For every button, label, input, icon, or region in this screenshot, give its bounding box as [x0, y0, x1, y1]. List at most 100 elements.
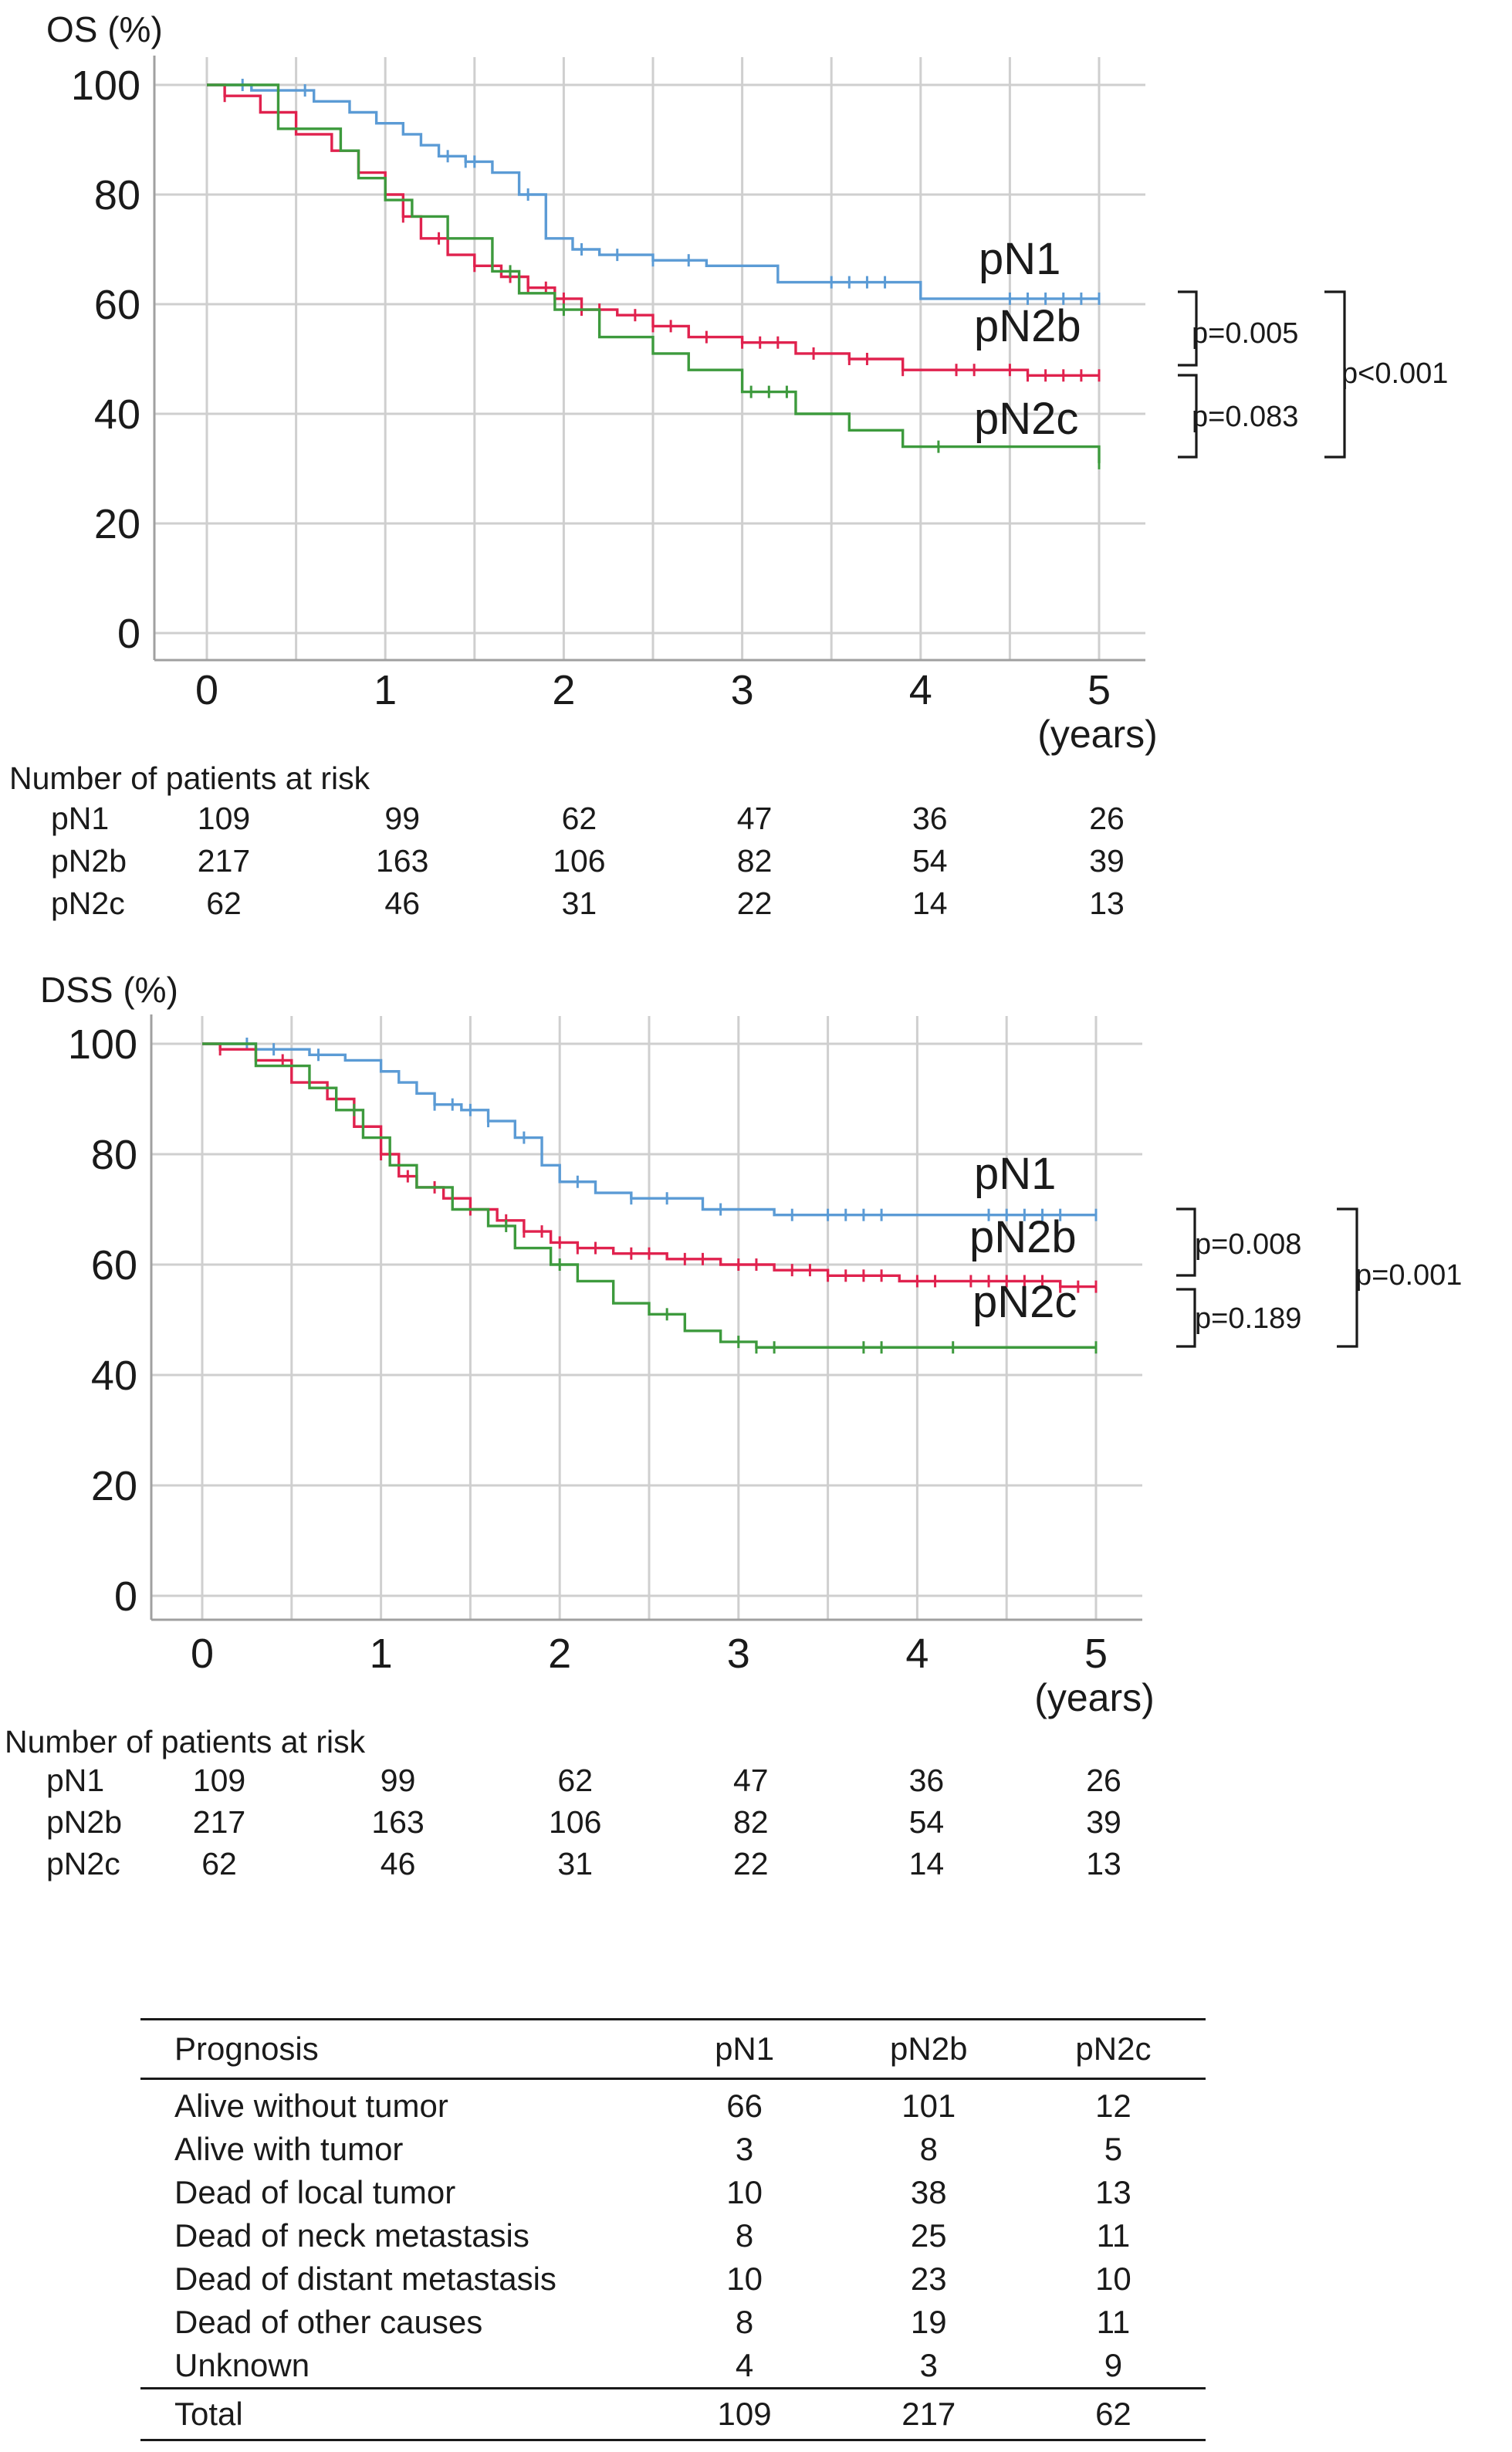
- cell-pn1: 10: [726, 2261, 763, 2297]
- risk-count: 47: [733, 1763, 769, 1798]
- pn1-series: [207, 79, 1101, 305]
- pn2b-header: pN2b: [836, 2018, 1021, 2080]
- risk-count: 82: [737, 843, 773, 879]
- x-tick-label: 5: [1087, 667, 1111, 713]
- total-pn2c: 62: [1020, 2387, 1206, 2441]
- y-tick-label: 100: [71, 63, 140, 109]
- row-label: Dead of distant metastasis: [174, 2261, 556, 2297]
- risk-count: 163: [376, 843, 428, 879]
- cell-pn1: 8: [735, 2217, 754, 2254]
- dss-grid: [151, 1016, 1142, 1620]
- pn1-curve-label: pN1: [979, 234, 1060, 284]
- row-label: Dead of neck metastasis: [174, 2217, 529, 2254]
- table-row: Dead of distant metastasis 10 23 10: [140, 2257, 1206, 2301]
- p-value-label: p=0.083: [1192, 401, 1298, 433]
- row-label: Dead of local tumor: [174, 2174, 456, 2210]
- x-tick-label: 0: [191, 1631, 214, 1677]
- pn2c-header: pN2c: [1020, 2018, 1206, 2080]
- cell-pn2b: 3: [919, 2347, 938, 2383]
- chart-title: DSS (%): [40, 970, 178, 1010]
- risk-count: 22: [733, 1846, 769, 1881]
- pn1-survival-curve: [202, 1042, 1096, 1217]
- y-tick-label: 80: [94, 172, 140, 218]
- pn1-series: [202, 1038, 1098, 1221]
- x-axis-unit: (years): [1037, 713, 1158, 756]
- risk-count: 47: [737, 801, 773, 836]
- risk-count: 109: [193, 1763, 245, 1798]
- cell-pn1: 10: [726, 2174, 763, 2210]
- cell-pn2b: 8: [919, 2131, 938, 2167]
- pn2c-curve-label: pN2c: [974, 394, 1078, 444]
- pn2c-curve-label: pN2c: [972, 1277, 1077, 1327]
- total-pn2b: 217: [836, 2387, 1021, 2441]
- cell-pn2c: 9: [1104, 2347, 1123, 2383]
- risk-count: 106: [553, 843, 605, 879]
- x-tick-label: 1: [370, 1631, 393, 1677]
- risk-count: 62: [201, 1846, 237, 1881]
- pn2c-survival-curve: [207, 83, 1101, 463]
- cell-pn2c: 10: [1095, 2261, 1131, 2297]
- risk-group-label: pN1: [51, 801, 109, 836]
- risk-group-label: pN2c: [51, 886, 125, 921]
- risk-count: 109: [198, 801, 250, 836]
- cell-pn2b: 25: [910, 2217, 947, 2254]
- dss-chart: 100 80 60 40 20 0 0 1 2 3 4 5(years) DSS (%) pN1 pN2b p…: [5, 970, 1462, 1881]
- os-pvalue-brackets: p=0.005 p=0.083 p<0.001: [1178, 290, 1448, 459]
- risk-count: 82: [733, 1804, 769, 1840]
- risk-count: 54: [909, 1804, 945, 1840]
- cell-pn1: 3: [735, 2131, 754, 2167]
- risk-count: 36: [909, 1763, 945, 1798]
- cell-pn1: 4: [735, 2347, 754, 2383]
- risk-count: 62: [562, 801, 597, 836]
- os-chart: 100 80 60 40 20 0 0 1 2 3 4 5(years) OS (%) pN1 pN2b pN…: [9, 9, 1448, 921]
- row-label: Alive with tumor: [174, 2131, 404, 2167]
- x-tick-label: 3: [731, 667, 754, 713]
- cell-pn2b: 23: [910, 2261, 947, 2297]
- p-value-label: p=0.008: [1195, 1228, 1301, 1261]
- y-tick-label: 0: [117, 611, 140, 657]
- risk-table-title: Number of patients at risk: [5, 1724, 366, 1759]
- cell-pn1: 66: [726, 2088, 763, 2124]
- y-tick-label: 0: [114, 1573, 137, 1620]
- risk-count: 46: [381, 1846, 416, 1881]
- x-axis-unit: (years): [1034, 1676, 1155, 1719]
- risk-count: 62: [206, 886, 242, 921]
- risk-count: 13: [1086, 1846, 1121, 1881]
- pn1-survival-curve: [207, 83, 1099, 300]
- risk-count: 62: [557, 1763, 593, 1798]
- total-label: Total: [140, 2387, 653, 2441]
- bracket-pn1-pn2c: [1337, 1207, 1358, 1348]
- bracket-pn1-pn2b: [1178, 290, 1198, 367]
- y-tick-label: 80: [91, 1132, 137, 1178]
- cell-pn2b: 19: [910, 2304, 947, 2340]
- y-tick-label: 100: [68, 1021, 137, 1068]
- table-row: Alive without tumor 66 101 12: [140, 2079, 1206, 2129]
- prognosis-table: Prognosis pN1 pN2b pN2c Alive without tu…: [140, 2018, 1206, 2441]
- bracket-pn2b-pn2c: [1176, 1288, 1196, 1348]
- row-label: Alive without tumor: [174, 2088, 448, 2124]
- bracket-pn2b-pn2c: [1178, 374, 1198, 459]
- risk-count: 36: [912, 801, 948, 836]
- risk-count: 99: [381, 1763, 416, 1798]
- risk-group-label: pN1: [46, 1763, 104, 1798]
- bracket-pn1-pn2c: [1324, 290, 1346, 459]
- cell-pn1: 8: [735, 2304, 754, 2340]
- dss-risk-table: Number of patients at risk pN1 109 99 62 47 36…: [5, 1724, 1121, 1881]
- y-tick-label: 60: [94, 282, 140, 328]
- cell-pn2c: 11: [1096, 2217, 1131, 2254]
- risk-group-label: pN2c: [46, 1846, 120, 1881]
- risk-count: 14: [909, 1846, 945, 1881]
- x-tick-label: 4: [909, 667, 932, 713]
- p-value-label: p=0.005: [1192, 317, 1298, 350]
- cell-pn2c: 13: [1095, 2174, 1131, 2210]
- risk-count: 13: [1089, 886, 1125, 921]
- prognosis-header-row: Prognosis pN1 pN2b pN2c: [140, 2018, 1206, 2080]
- pn2b-curve-label: pN2b: [974, 301, 1081, 351]
- x-tick-label: 0: [195, 667, 218, 713]
- risk-count: 39: [1089, 843, 1125, 879]
- x-tick-label: 5: [1084, 1631, 1108, 1677]
- bracket-pn1-pn2b: [1176, 1207, 1196, 1277]
- risk-group-label: pN2b: [51, 843, 127, 879]
- y-tick-label: 40: [94, 391, 140, 438]
